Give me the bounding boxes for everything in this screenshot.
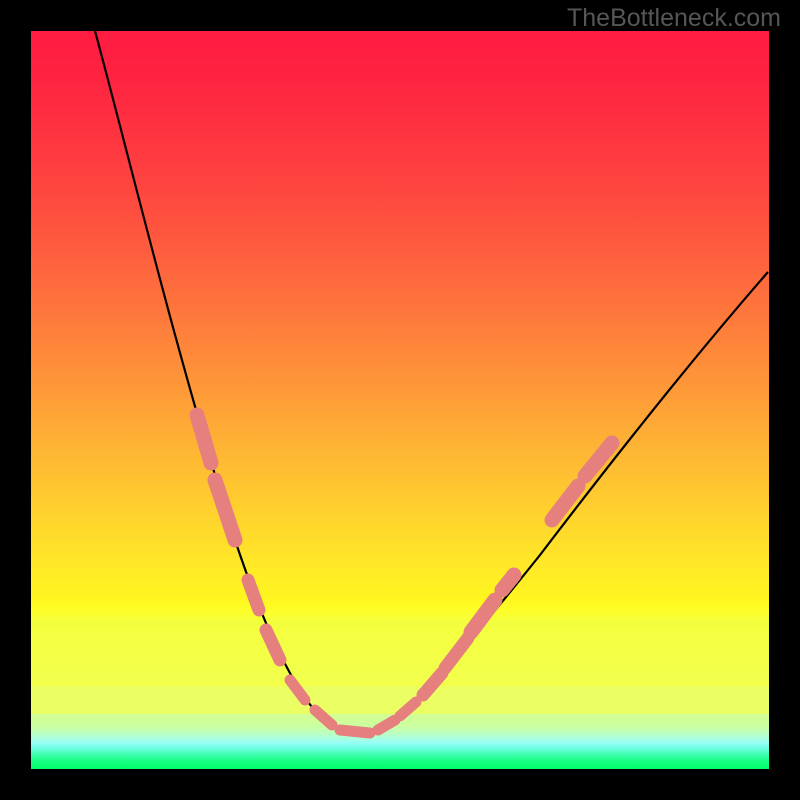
pink-segment <box>266 630 280 660</box>
pink-segment <box>315 710 332 725</box>
bottleneck-curve-layer <box>31 31 769 769</box>
pink-segment <box>471 600 495 632</box>
watermark-text: TheBottleneck.com <box>567 4 781 33</box>
pink-segment <box>400 702 416 716</box>
pink-segment <box>552 486 578 520</box>
pink-segment <box>502 575 514 590</box>
pink-segment <box>290 680 305 700</box>
pink-segment <box>378 720 395 730</box>
curve-left <box>95 31 348 733</box>
pink-segment <box>585 443 612 476</box>
pink-segment <box>340 730 370 733</box>
pink-segment <box>423 673 442 695</box>
plot-area <box>31 31 769 769</box>
pink-segment <box>445 638 468 668</box>
pink-segment <box>215 480 235 540</box>
pink-segments <box>197 415 612 733</box>
chart-container: TheBottleneck.com <box>0 0 800 800</box>
pink-segment <box>248 580 259 610</box>
pink-segment <box>197 415 211 463</box>
